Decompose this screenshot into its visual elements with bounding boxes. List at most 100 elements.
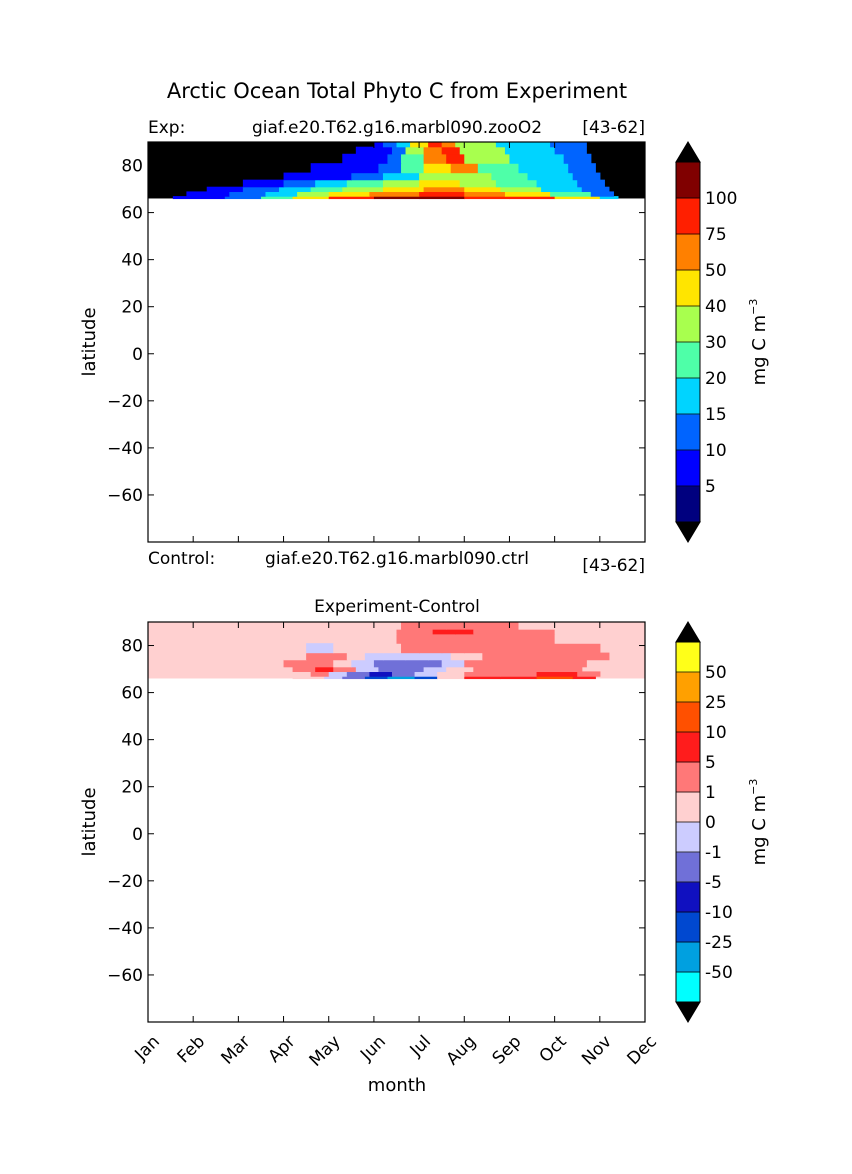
contour-cell	[333, 659, 352, 668]
contour-cell	[382, 142, 398, 148]
contour-cell	[373, 196, 420, 200]
contour-cell	[346, 163, 380, 174]
contour-cell	[414, 633, 434, 644]
contour-cell	[378, 146, 393, 155]
contour-cell	[437, 671, 465, 677]
contour-cell	[283, 643, 307, 654]
contour-cell	[315, 179, 348, 188]
contour-cell	[509, 629, 556, 635]
month-tick-label: Sep	[489, 1032, 526, 1069]
colorbar-extend-low	[675, 1001, 701, 1023]
colorbar-swatch	[676, 378, 700, 415]
contour-cell	[554, 659, 587, 668]
contour-cell	[464, 186, 502, 193]
y-tick-label: 40	[121, 251, 143, 271]
month-tick-labels: Jan Feb Mar Apr May Jun Jul Aug Sep Oct Nov Dec	[131, 1032, 661, 1071]
contour-cell	[351, 659, 375, 668]
contour-cell	[459, 172, 492, 181]
colorbar-swatch	[676, 972, 700, 1003]
contour-cell	[464, 196, 511, 200]
colorbar-tick-label: -10	[705, 903, 733, 923]
month-tick-label: Apr	[265, 1032, 300, 1067]
contour-cell	[387, 676, 416, 680]
colorbar-tick-label: 50	[705, 663, 727, 683]
contour-cell	[292, 676, 325, 680]
contour-cell	[568, 163, 596, 174]
colorbar-swatch	[676, 942, 700, 973]
colorbar-swatch	[676, 642, 700, 673]
colorbar-tick-label: 40	[705, 297, 727, 317]
y-tick-label: 60	[121, 684, 143, 704]
contour-cell	[450, 652, 483, 661]
contour-cell	[491, 643, 529, 654]
contour-cell	[554, 196, 601, 200]
contour-cell	[346, 652, 366, 661]
contour-cell	[391, 671, 416, 677]
contour-cell	[342, 186, 384, 193]
colorbar-swatch	[676, 234, 700, 271]
contour-cell	[464, 643, 492, 654]
contour-cell	[500, 671, 538, 677]
contour-cell	[265, 191, 298, 197]
colorbar-tick-label: 30	[705, 333, 727, 353]
y-tick-label: 0	[132, 825, 143, 845]
contour-cell	[382, 172, 420, 181]
contour-cell	[599, 196, 619, 200]
x-axis-label: month	[368, 1075, 426, 1096]
contour-cell	[464, 659, 511, 668]
contour-cell	[382, 186, 425, 193]
month-tick-label: Oct	[536, 1032, 571, 1067]
contour-cell	[310, 163, 348, 174]
contour-cell	[477, 163, 520, 174]
colorbar-tick-label: 10	[705, 441, 727, 461]
colorbar-swatch	[676, 732, 700, 763]
contour-cell	[283, 179, 316, 188]
colorbar-swatch	[676, 342, 700, 379]
contour-cell	[441, 146, 461, 155]
month-tick-label: Jul	[406, 1032, 435, 1061]
contour-cell	[473, 633, 511, 644]
contour-cell	[351, 172, 384, 181]
contour-cell	[355, 146, 380, 155]
contour-cell	[536, 676, 574, 680]
contour-cell	[229, 191, 267, 197]
contour-cell	[364, 652, 384, 661]
contour-cell	[342, 676, 366, 680]
contour-cell	[306, 643, 334, 654]
contour-cell	[297, 191, 330, 197]
colorbar-extend-high	[675, 141, 701, 163]
contour-cell	[509, 659, 556, 668]
contour-cell	[355, 666, 380, 673]
contour-cell	[328, 196, 375, 200]
contour-cell	[428, 142, 443, 148]
colorbar-tick-label: 1	[705, 783, 716, 803]
contour-cell	[554, 633, 637, 644]
contour-cell	[378, 629, 398, 635]
contour-cell	[550, 142, 587, 148]
contour-cell	[373, 153, 389, 164]
contour-cell	[419, 659, 443, 668]
colorbar-swatch	[676, 450, 700, 487]
contour-cell	[536, 671, 578, 677]
contour-cell	[387, 153, 402, 164]
contour-cell	[518, 652, 560, 661]
colorbar-swatch	[676, 414, 700, 451]
contour-cell	[373, 659, 398, 668]
contour-cell	[342, 153, 375, 164]
y-tick-label: 20	[121, 778, 143, 798]
top-colorbar: 5 10 15 20 30 40 50 75 100 mg C m−3	[675, 141, 770, 543]
colorbar-extend-low	[675, 521, 701, 543]
contour-cell	[527, 643, 569, 654]
colorbar-tick-label: 5	[705, 753, 716, 773]
contour-cell	[396, 629, 416, 635]
contour-cell	[328, 671, 348, 677]
contour-cell	[260, 659, 285, 668]
contour-cell	[509, 666, 551, 673]
colorbar-swatch	[676, 792, 700, 823]
contour-cell	[419, 172, 461, 181]
contour-cell	[491, 172, 529, 181]
colorbar-tick-label: -1	[705, 843, 722, 863]
contour-cell	[346, 179, 384, 188]
contour-cell	[419, 179, 461, 188]
colorbar-tick-label: 20	[705, 369, 727, 389]
